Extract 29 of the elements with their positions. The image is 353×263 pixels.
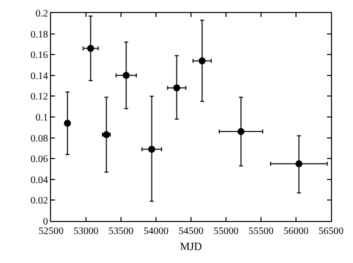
point (64, 120, 71, 127)
point (295, 160, 302, 168)
y-tick-label: 0.12 (30, 92, 48, 103)
y-tick-label: 0 (43, 216, 48, 228)
y-tick-label: 0.14 (30, 70, 48, 82)
y-tick-label: 0.04 (30, 174, 48, 186)
x-tick-label: 53500 (108, 226, 134, 237)
y-tick-label: 0.02 (30, 196, 48, 207)
x-axis-title: MJD (180, 241, 202, 254)
y-tick-label: 0.1 (36, 112, 48, 124)
x-tick-label: 53000 (74, 226, 98, 237)
point (148, 146, 156, 153)
x-tick-label: 56500 (318, 226, 344, 237)
point (173, 84, 180, 92)
x-tick-label: 54000 (144, 226, 168, 237)
y-tick-label: 0.2 (36, 8, 48, 20)
x-tick-label: 55000 (214, 226, 238, 237)
point (87, 44, 94, 52)
y-tick-label: 0.16 (30, 50, 48, 62)
x-tick-label: 56000 (284, 226, 308, 237)
y-tick-label: 0.08 (30, 133, 48, 144)
y-tick-label: 0.06 (30, 154, 48, 166)
x-tick-label: 55500 (248, 226, 274, 237)
point (237, 128, 244, 136)
point (122, 72, 130, 79)
y-tick-label: 0.18 (30, 29, 48, 40)
x-tick-label: 54500 (178, 226, 204, 237)
point (198, 57, 206, 64)
x-tick-label: 52500 (38, 226, 64, 237)
